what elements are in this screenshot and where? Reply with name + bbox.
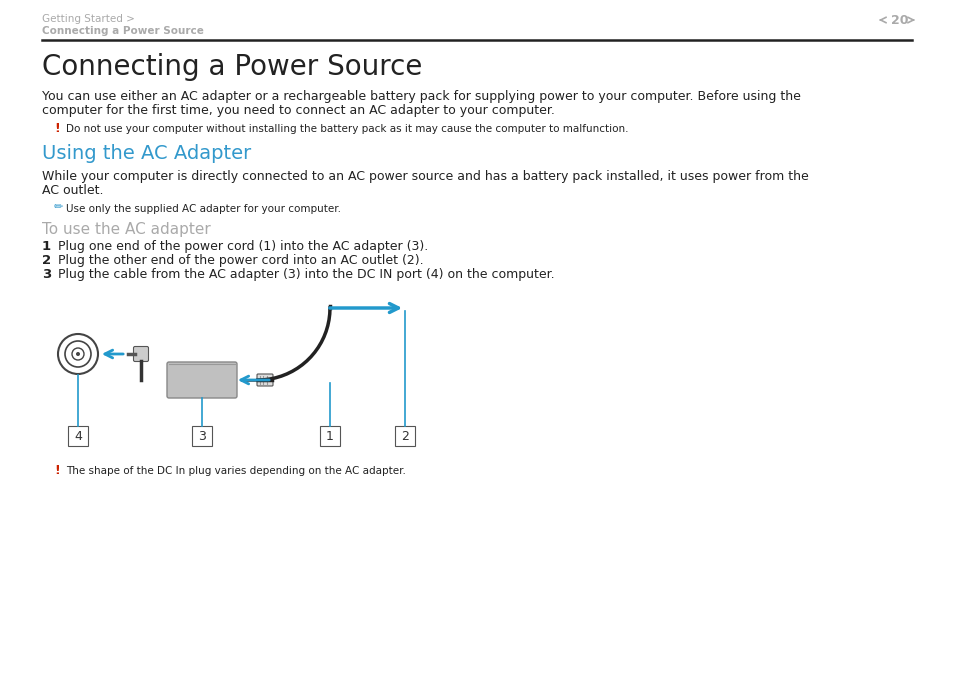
Text: Plug the other end of the power cord into an AC outlet (2).: Plug the other end of the power cord int…	[58, 254, 423, 267]
Text: !: !	[54, 464, 60, 477]
FancyBboxPatch shape	[133, 346, 149, 361]
Text: !: !	[54, 122, 60, 135]
FancyBboxPatch shape	[68, 426, 88, 446]
Text: 1: 1	[42, 240, 51, 253]
Text: Getting Started >: Getting Started >	[42, 14, 134, 24]
Text: ✏: ✏	[54, 202, 63, 212]
Text: 20: 20	[890, 13, 908, 26]
Circle shape	[76, 352, 80, 356]
FancyBboxPatch shape	[256, 374, 273, 386]
Text: The shape of the DC In plug varies depending on the AC adapter.: The shape of the DC In plug varies depen…	[66, 466, 405, 476]
Text: 3: 3	[198, 429, 206, 443]
Text: Use only the supplied AC adapter for your computer.: Use only the supplied AC adapter for you…	[66, 204, 340, 214]
Text: computer for the first time, you need to connect an AC adapter to your computer.: computer for the first time, you need to…	[42, 104, 555, 117]
FancyBboxPatch shape	[167, 362, 236, 398]
Text: 3: 3	[42, 268, 51, 281]
Text: Connecting a Power Source: Connecting a Power Source	[42, 53, 422, 81]
Text: 4: 4	[74, 429, 82, 443]
FancyBboxPatch shape	[192, 426, 212, 446]
Text: AC outlet.: AC outlet.	[42, 184, 103, 197]
FancyBboxPatch shape	[395, 426, 415, 446]
Text: 1: 1	[326, 429, 334, 443]
Text: You can use either an AC adapter or a rechargeable battery pack for supplying po: You can use either an AC adapter or a re…	[42, 90, 800, 103]
Text: Do not use your computer without installing the battery pack as it may cause the: Do not use your computer without install…	[66, 124, 628, 134]
Text: 2: 2	[400, 429, 409, 443]
Text: Using the AC Adapter: Using the AC Adapter	[42, 144, 251, 163]
Text: Plug the cable from the AC adapter (3) into the DC IN port (4) on the computer.: Plug the cable from the AC adapter (3) i…	[58, 268, 554, 281]
Text: While your computer is directly connected to an AC power source and has a batter: While your computer is directly connecte…	[42, 170, 808, 183]
FancyBboxPatch shape	[319, 426, 339, 446]
Text: 2: 2	[42, 254, 51, 267]
Text: Connecting a Power Source: Connecting a Power Source	[42, 26, 204, 36]
Text: To use the AC adapter: To use the AC adapter	[42, 222, 211, 237]
Text: Plug one end of the power cord (1) into the AC adapter (3).: Plug one end of the power cord (1) into …	[58, 240, 428, 253]
